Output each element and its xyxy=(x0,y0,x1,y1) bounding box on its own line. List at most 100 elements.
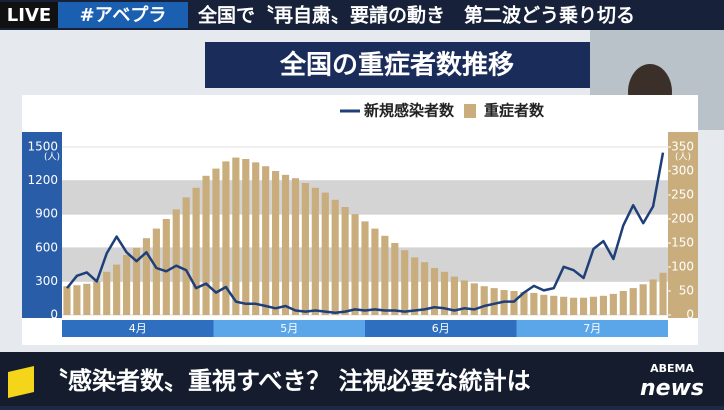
bar xyxy=(63,286,71,315)
bar xyxy=(331,199,339,315)
bar xyxy=(152,228,160,315)
y2-tick-label: 0 xyxy=(686,308,694,322)
caption-icon xyxy=(8,366,34,398)
caption-bar xyxy=(0,352,724,406)
y-tick-label: 0 xyxy=(50,308,58,322)
y-tick-label: 1500 xyxy=(27,140,58,154)
bar xyxy=(440,271,449,315)
bar xyxy=(212,168,220,315)
legend-swatch xyxy=(464,104,477,118)
line xyxy=(66,152,665,315)
month-band xyxy=(365,320,517,337)
bar xyxy=(182,197,190,315)
bar xyxy=(560,296,568,315)
grid-stripe xyxy=(62,180,668,215)
bar xyxy=(599,295,608,315)
bar xyxy=(262,166,270,315)
bar xyxy=(411,257,419,315)
y2-tick-label: 250 xyxy=(671,188,694,202)
bar xyxy=(649,279,657,315)
x-tick-label: 6月 xyxy=(432,322,450,335)
bar xyxy=(361,221,369,315)
bar xyxy=(490,288,498,315)
y2-tick-label: 300 xyxy=(671,164,694,178)
bar xyxy=(311,187,319,315)
legend-label: 新規感染者数 xyxy=(364,102,455,120)
bar xyxy=(450,276,458,315)
title-banner xyxy=(205,42,590,88)
legend-label: 重症者数 xyxy=(484,102,545,120)
bar xyxy=(272,171,280,315)
x-tick-label: 4月 xyxy=(129,322,147,335)
bar xyxy=(73,285,81,315)
tag-label: #アベプラ xyxy=(80,4,167,26)
x-tick-label: 5月 xyxy=(280,322,298,335)
logo-brand: ABEMA xyxy=(650,362,694,375)
bar xyxy=(222,161,230,315)
grid-stripe xyxy=(62,147,668,181)
y-tick-label: 600 xyxy=(35,240,58,254)
month-band xyxy=(62,320,214,337)
bar xyxy=(401,250,409,315)
bar xyxy=(371,228,379,315)
bar xyxy=(629,288,637,315)
bar xyxy=(162,219,170,315)
y2-tick-label: 50 xyxy=(679,284,694,298)
live-label: LIVE xyxy=(7,5,51,26)
bar xyxy=(480,286,488,315)
bar xyxy=(430,267,439,315)
bar xyxy=(321,192,329,315)
y2-tick-label: 150 xyxy=(671,236,694,250)
bar xyxy=(460,280,468,315)
month-band xyxy=(516,320,668,337)
bar xyxy=(391,243,399,315)
bar xyxy=(530,292,538,315)
y-tick-label: 300 xyxy=(35,274,58,288)
y2-unit: (人) xyxy=(675,152,691,163)
bar xyxy=(83,283,91,315)
bar xyxy=(609,293,617,315)
bar xyxy=(281,174,290,315)
bar xyxy=(232,157,240,315)
y2-tick-label: 350 xyxy=(671,140,694,154)
bar xyxy=(132,247,141,315)
bar xyxy=(381,235,389,315)
headline: 全国で〝再自粛〟要請の動き 第二波どう乗り切る xyxy=(197,4,635,27)
y-unit: (人) xyxy=(44,152,60,163)
y2-tick-label: 100 xyxy=(671,260,694,274)
bar xyxy=(291,178,300,315)
bar xyxy=(570,297,578,315)
bar xyxy=(351,214,359,315)
bar xyxy=(520,291,528,315)
live-badge xyxy=(0,2,58,28)
bar xyxy=(589,296,598,315)
bar xyxy=(540,294,548,315)
logo-name: news xyxy=(640,376,704,401)
x-tick-label: 7月 xyxy=(583,322,601,335)
bar xyxy=(619,291,627,315)
bar xyxy=(550,295,558,315)
bar xyxy=(341,207,349,315)
bar xyxy=(510,291,518,315)
bar xyxy=(639,284,647,315)
y2-tick-label: 200 xyxy=(671,212,694,226)
y-tick-label: 900 xyxy=(35,207,58,221)
bar xyxy=(192,187,200,315)
bar xyxy=(202,175,210,315)
bar xyxy=(579,297,588,315)
bar xyxy=(242,159,250,315)
bar xyxy=(659,272,667,315)
caption: 〝感染者数〟重視すべき？ 注視必要な統計は xyxy=(44,367,531,395)
bar xyxy=(172,209,180,315)
bar xyxy=(113,264,121,315)
bar xyxy=(122,255,131,315)
chart-title: 全国の重症者数推移 xyxy=(279,50,514,81)
tag-badge xyxy=(58,2,188,28)
right-axis-band xyxy=(668,132,698,318)
bar xyxy=(252,162,260,315)
bar xyxy=(142,238,151,315)
bar xyxy=(103,271,111,315)
y-tick-label: 1200 xyxy=(27,173,58,187)
left-axis-band xyxy=(22,132,62,318)
bar xyxy=(301,183,309,315)
